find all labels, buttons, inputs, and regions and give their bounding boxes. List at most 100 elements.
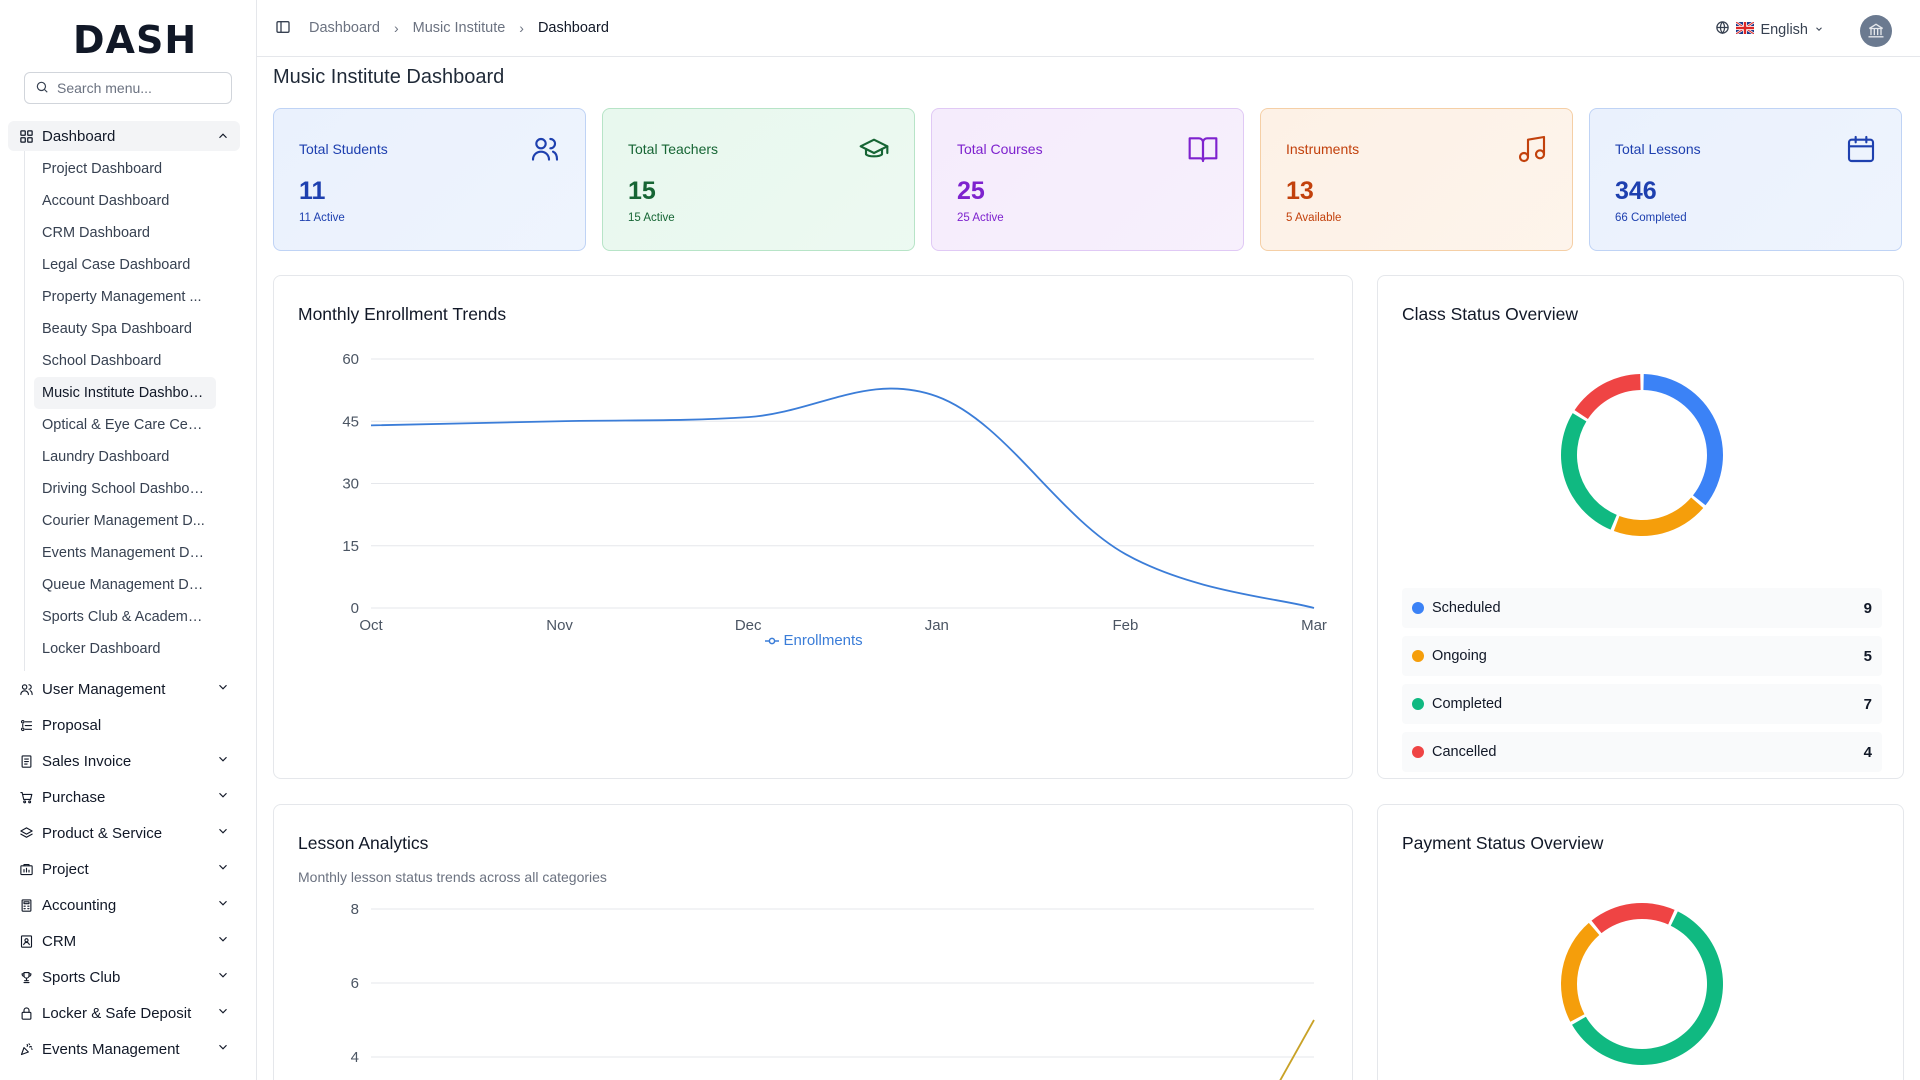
top-bar: Dashboard › Music Institute › Dashboard … (257, 0, 1920, 57)
sidebar-subitem[interactable]: Driving School Dashboard (34, 473, 216, 505)
sidebar-subitem[interactable]: Project Dashboard (34, 153, 216, 185)
enrollment-card: Monthly Enrollment Trends 0 15 30 45 60 Oct No… (273, 275, 1353, 779)
sidebar-subitem[interactable]: Events Management Da... (34, 537, 216, 569)
sidebar-item-label: Locker & Safe Deposit (42, 1004, 192, 1022)
donut-slice[interactable] (1561, 413, 1617, 530)
sidebar-subitem[interactable]: Beauty Spa Dashboard (34, 313, 216, 345)
series-line (1279, 1019, 1315, 1080)
sidebar-subitem[interactable]: Locker Dashboard (34, 633, 216, 665)
sidebar-item-dashboard[interactable]: Dashboard (8, 121, 240, 151)
stat-label: Instruments (1286, 141, 1360, 157)
legend-name: Scheduled (1432, 600, 1501, 616)
calculator-icon (18, 897, 34, 913)
sidebar-item-product-service[interactable]: Product & Service (8, 815, 240, 851)
payment-status-donut (1561, 903, 1723, 1065)
sidebar-item-label: Dashboard (42, 127, 116, 145)
card-subtitle: Monthly lesson status trends across all … (298, 869, 607, 885)
legend-label: Enrollments (783, 632, 863, 649)
sidebar-item-label: Purchase (42, 788, 106, 806)
sidebar-subitem[interactable]: Account Dashboard (34, 185, 216, 217)
language-selector[interactable]: English (1715, 20, 1824, 39)
sidebar-subitem-label: Legal Case Dashboard (42, 257, 191, 273)
donut-slice[interactable] (1574, 374, 1641, 419)
sidebar-item-locker-safe-deposit[interactable]: Locker & Safe Deposit (8, 995, 240, 1031)
sidebar-subitem[interactable]: Sports Club & Academy ... (34, 601, 216, 633)
sidebar-item-purchase[interactable]: Purchase (8, 779, 240, 815)
card-title: Lesson Analytics (298, 833, 429, 853)
sidebar-groups: User Management Proposal Sales Invoice Purc… (8, 671, 240, 1067)
y-tick-label: 60 (342, 351, 359, 368)
sidebar-subitem-label: School Dashboard (42, 353, 162, 369)
sidebar-item-label: User Management (42, 680, 166, 698)
breadcrumb: Dashboard › Music Institute › Dashboard (309, 20, 609, 36)
chevron-down-icon (216, 968, 230, 986)
stat-card-instruments: Instruments 13 5 Available (1260, 108, 1573, 251)
trophy-icon (18, 969, 34, 985)
chevron-up-icon (216, 129, 230, 143)
sidebar-item-sales-invoice[interactable]: Sales Invoice (8, 743, 240, 779)
party-icon (18, 1041, 34, 1057)
sidebar-item-sports-club[interactable]: Sports Club (8, 959, 240, 995)
sidebar-item-user-management[interactable]: User Management (8, 671, 240, 707)
chevron-right-icon: › (519, 20, 524, 36)
sidebar-subitem[interactable]: Queue Management Da... (34, 569, 216, 601)
sidebar-subitem[interactable]: Music Institute Dashboard (34, 377, 216, 409)
breadcrumb-item[interactable]: Dashboard (309, 20, 380, 36)
search-box[interactable] (24, 72, 232, 104)
y-tick-label: 15 (342, 538, 359, 555)
sidebar-subitem[interactable]: Property Management ... (34, 281, 216, 313)
logo[interactable]: DASH (73, 18, 197, 62)
x-tick-label: Nov (546, 617, 573, 634)
layers-icon (18, 825, 34, 841)
sidebar-toggle-icon[interactable] (275, 19, 291, 38)
invoice-icon (18, 753, 34, 769)
sidebar-item-crm[interactable]: CRM (8, 923, 240, 959)
avatar[interactable] (1860, 15, 1892, 47)
graduation-cap-icon (858, 133, 890, 165)
card-title: Payment Status Overview (1402, 833, 1604, 853)
sidebar-subitem[interactable]: Legal Case Dashboard (34, 249, 216, 281)
stat-subtext: 15 Active (628, 212, 675, 224)
sidebar-subitem[interactable]: School Dashboard (34, 345, 216, 377)
calendar-icon (1845, 133, 1877, 165)
chevron-right-icon: › (393, 20, 399, 36)
chart-legend[interactable]: Enrollments (274, 632, 1354, 649)
sidebar-item-project[interactable]: Project (8, 851, 240, 887)
sidebar-subitem[interactable]: Courier Management D... (34, 505, 216, 537)
sidebar-item-label: Accounting (42, 896, 117, 914)
chevron-down-icon (216, 1004, 230, 1022)
sidebar-item-label: Project (42, 860, 89, 878)
proposal-icon (18, 717, 34, 733)
stat-card-total-lessons: Total Lessons 346 66 Completed (1589, 108, 1902, 251)
sidebar-item-proposal[interactable]: Proposal (8, 707, 240, 743)
legend-value: 5 (1863, 647, 1872, 665)
donut-slice[interactable] (1591, 903, 1675, 934)
donut-slice[interactable] (1613, 497, 1704, 536)
sidebar-subitem[interactable]: Optical & Eye Care Cent... (34, 409, 216, 441)
chevron-down-icon (216, 680, 230, 698)
dashboard-submenu: Project Dashboard Account Dashboard CRM Da… (24, 151, 240, 671)
stat-subtext: 5 Available (1286, 212, 1342, 224)
legend-dot (1412, 650, 1424, 662)
search-input[interactable] (57, 80, 217, 96)
users-icon (529, 133, 561, 165)
sidebar-item-label: Events Management (42, 1040, 180, 1058)
class-status-card: Class Status Overview Scheduled 9 Ongoing 5… (1377, 275, 1904, 779)
sidebar-subitem-label: Driving School Dashboard (42, 481, 208, 497)
legend-dot (1412, 746, 1424, 758)
donut-slice[interactable] (1643, 374, 1723, 506)
stat-label: Total Lessons (1615, 141, 1701, 157)
card-title: Monthly Enrollment Trends (298, 304, 507, 324)
y-tick-label: 30 (342, 476, 359, 493)
sidebar-subitem[interactable]: CRM Dashboard (34, 217, 216, 249)
class-status-donut (1561, 374, 1723, 536)
chevron-down-icon (216, 752, 230, 770)
stat-subtext: 11 Active (299, 212, 345, 224)
breadcrumb-item[interactable]: Music Institute (412, 20, 506, 36)
donut-slice[interactable] (1561, 922, 1600, 1022)
grid-icon (18, 128, 34, 144)
sidebar-item-events-management[interactable]: Events Management (8, 1031, 240, 1067)
sidebar-item-label: CRM (42, 932, 77, 950)
sidebar-item-accounting[interactable]: Accounting (8, 887, 240, 923)
sidebar-subitem[interactable]: Laundry Dashboard (34, 441, 216, 473)
